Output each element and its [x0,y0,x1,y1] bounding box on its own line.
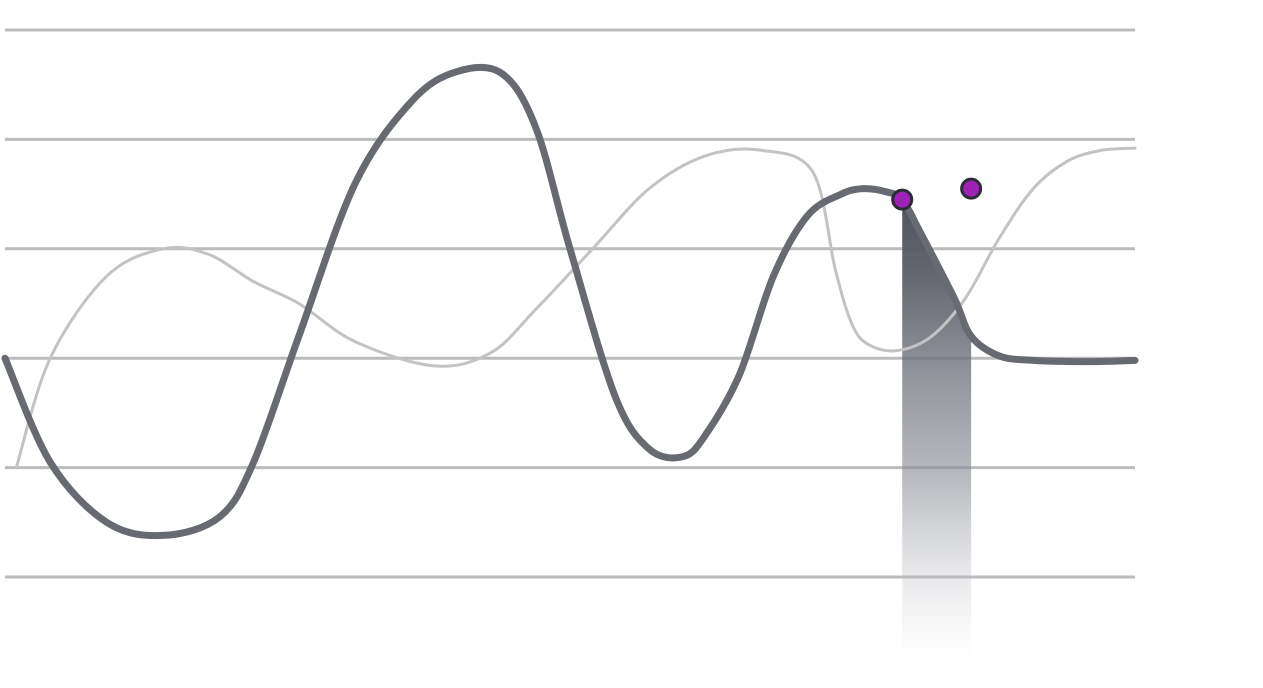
series-line-secondary [14,146,1137,470]
highlight-band [902,199,972,662]
series-line-primary [1,63,1139,540]
highlight-band-group [902,199,972,662]
series-group [1,63,1139,540]
point-marker-0[interactable] [891,188,914,211]
point-marker-1[interactable] [960,177,983,200]
markers-group [891,177,983,211]
